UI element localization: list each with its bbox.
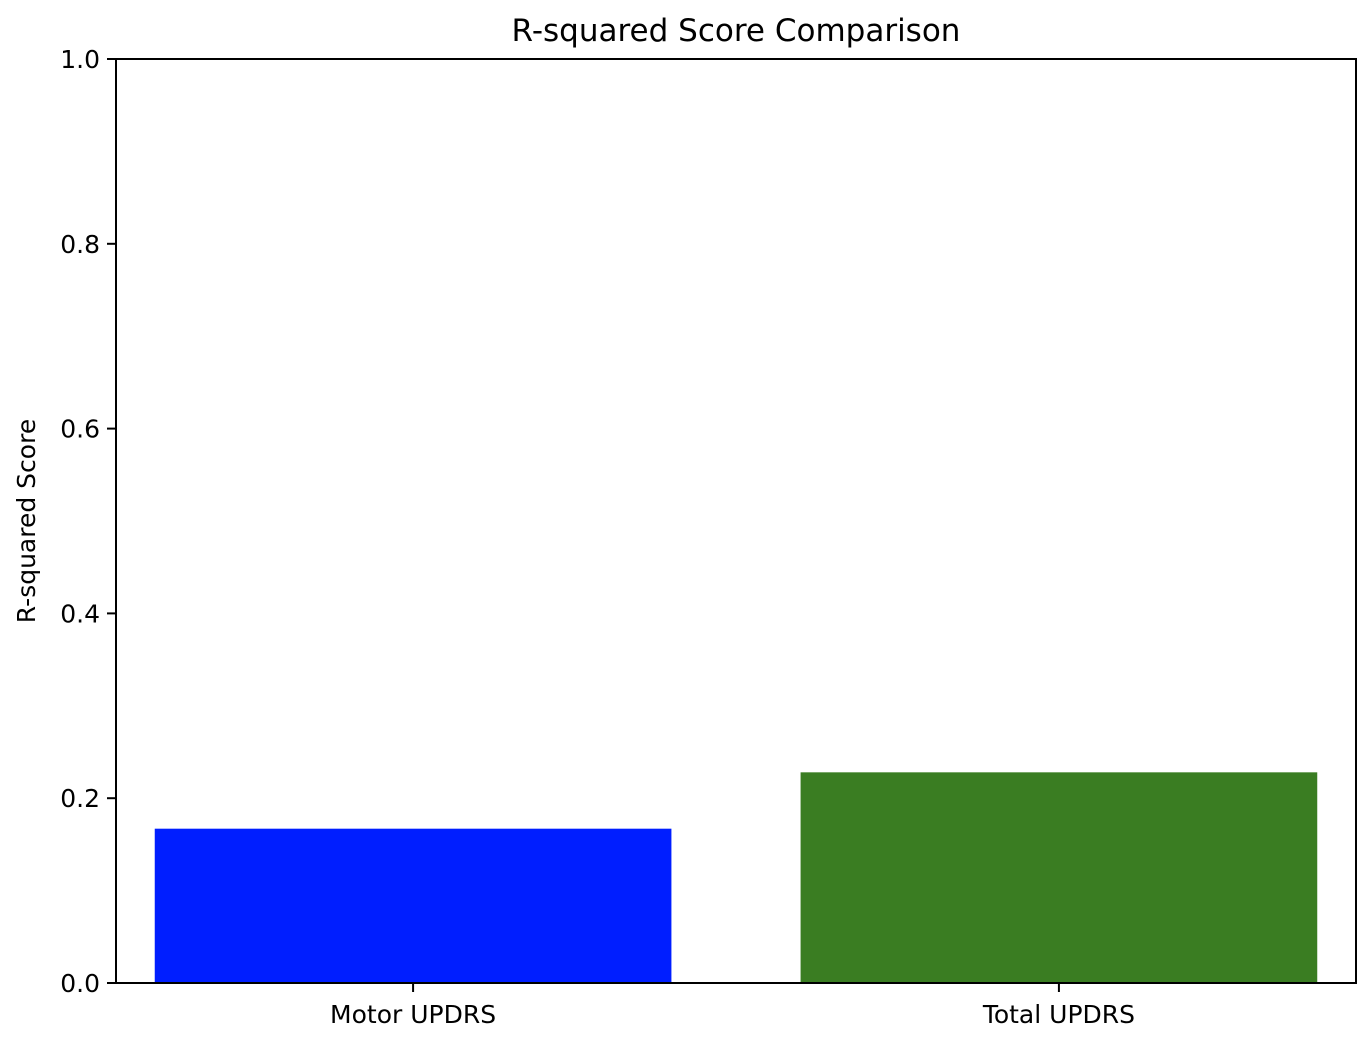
y-tick-label: 0.4 xyxy=(60,599,100,628)
x-tick-label: Motor UPDRS xyxy=(330,1000,496,1029)
y-axis-ticks: 0.0 0.2 0.4 0.6 0.8 1.0 xyxy=(60,45,116,998)
y-axis-label: R-squared Score xyxy=(12,419,41,623)
y-tick-label: 0.2 xyxy=(60,784,100,813)
bar-total-updrs xyxy=(800,772,1318,983)
bar-motor-updrs xyxy=(154,828,672,983)
plot-frame xyxy=(115,58,1357,984)
y-tick-label: 0.0 xyxy=(60,969,100,998)
chart-title: R-squared Score Comparison xyxy=(512,13,961,49)
x-tick-label: Total UPDRS xyxy=(982,1000,1135,1029)
y-tick-label: 1.0 xyxy=(60,45,100,74)
y-tick-label: 0.6 xyxy=(60,415,100,444)
y-tick-label: 0.8 xyxy=(60,230,100,259)
x-axis-ticks: Motor UPDRS Total UPDRS xyxy=(330,983,1135,1029)
bars-layer xyxy=(154,772,1318,983)
